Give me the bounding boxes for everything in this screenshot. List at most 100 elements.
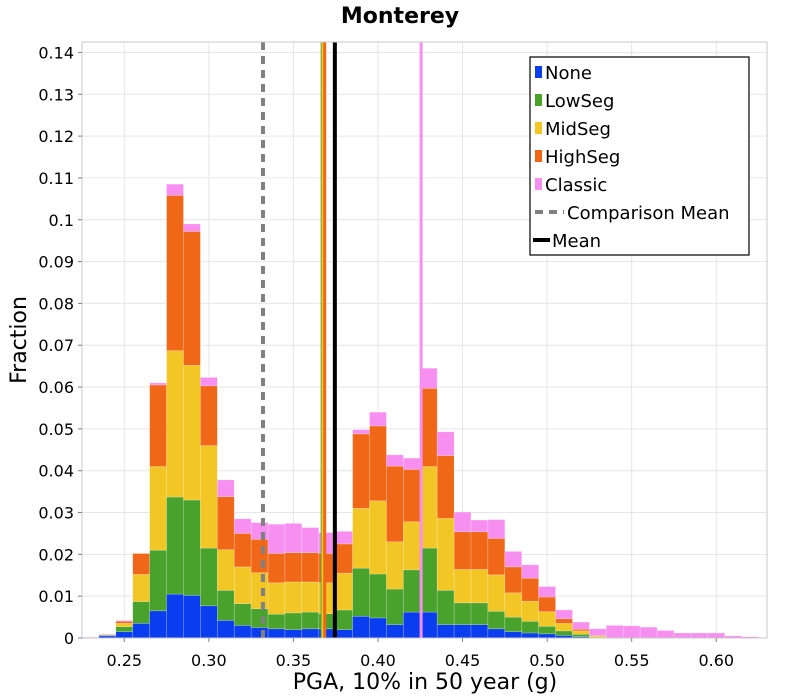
mean-lines <box>260 42 423 638</box>
bar-classic-32 <box>622 625 641 639</box>
bar-lowseg-2 <box>115 626 134 633</box>
bar-none-26 <box>521 632 539 639</box>
y-tick-label-11: 0.11 <box>38 169 74 188</box>
bar-midseg-17 <box>369 500 387 575</box>
bar-midseg-9 <box>233 566 252 605</box>
bar-midseg-7 <box>200 445 218 549</box>
y-tick-label-2: 0.02 <box>38 545 74 564</box>
y-tick-label-5: 0.05 <box>38 420 74 439</box>
bar-lowseg-5 <box>166 496 184 595</box>
bar-midseg-26 <box>521 600 539 622</box>
legend-label-highseg: HighSeg <box>545 147 620 168</box>
bar-lowseg-24 <box>487 610 506 630</box>
x-axis-label: PGA, 10% in 50 year (g) <box>293 670 557 695</box>
x-tick-label-5: 0.50 <box>529 651 565 670</box>
bar-classic-13 <box>301 527 320 553</box>
bar-highseg-11 <box>267 553 286 584</box>
bar-midseg-27 <box>538 611 556 627</box>
bar-classic-2 <box>115 620 134 622</box>
bar-midseg-29 <box>572 630 590 635</box>
bar-highseg-26 <box>521 577 539 602</box>
bar-midseg-10 <box>250 572 269 610</box>
bar-none-27 <box>538 633 556 639</box>
bar-lowseg-12 <box>284 612 303 630</box>
legend-label-comparison-mean: Comparison Mean <box>567 203 730 224</box>
bar-none-13 <box>301 628 320 639</box>
bar-highseg-15 <box>335 543 353 574</box>
bar-none-19 <box>403 611 421 639</box>
bar-classic-22 <box>453 511 472 533</box>
bar-none-5 <box>166 593 184 639</box>
bar-none-25 <box>504 631 523 639</box>
bar-midseg-11 <box>267 582 286 615</box>
bar-lowseg-8 <box>217 590 235 621</box>
bar-highseg-19 <box>403 469 421 523</box>
bar-highseg-2 <box>115 620 134 624</box>
bar-lowseg-15 <box>335 609 353 630</box>
y-tick-label-6: 0.06 <box>38 378 74 397</box>
bar-midseg-5 <box>166 350 184 498</box>
bar-lowseg-4 <box>149 549 167 612</box>
bar-classic-27 <box>538 586 556 598</box>
bar-classic-17 <box>369 411 387 427</box>
bar-none-22 <box>453 624 472 639</box>
bar-lowseg-16 <box>352 567 370 617</box>
bar-highseg-18 <box>386 465 404 543</box>
bar-none-24 <box>487 628 506 639</box>
y-tick-label-10: 0.1 <box>49 211 74 230</box>
bar-none-7 <box>200 605 218 639</box>
bar-none-20 <box>419 611 438 639</box>
bar-highseg-16 <box>352 433 370 509</box>
bar-highseg-17 <box>369 425 387 502</box>
bar-classic-35 <box>673 632 692 639</box>
bar-lowseg-13 <box>301 611 320 630</box>
x-tick-label-7: 0.60 <box>698 651 734 670</box>
legend-label-none: None <box>545 63 592 84</box>
bar-classic-37 <box>707 632 726 639</box>
bar-midseg-3 <box>132 574 150 602</box>
bar-classic-19 <box>403 457 421 470</box>
bar-midseg-21 <box>436 518 455 591</box>
bar-highseg-20 <box>419 388 438 467</box>
bar-classic-7 <box>200 377 218 387</box>
bar-lowseg-29 <box>572 633 590 638</box>
bar-highseg-9 <box>233 533 252 568</box>
bar-classic-8 <box>217 479 235 497</box>
bar-none-3 <box>132 623 150 639</box>
bar-midseg-18 <box>386 541 404 590</box>
y-tick-label-8: 0.08 <box>38 294 74 313</box>
legend-swatch-none <box>535 66 542 78</box>
bar-none-10 <box>250 627 269 639</box>
bar-none-23 <box>470 624 489 639</box>
bar-classic-30 <box>589 628 607 636</box>
x-tick-label-3: 0.40 <box>360 651 396 670</box>
legend-box <box>529 56 750 256</box>
bar-lowseg-18 <box>386 588 404 625</box>
bar-highseg-22 <box>453 531 472 570</box>
legend-label-mean: Mean <box>552 231 601 252</box>
y-tick-label-14: 0.14 <box>38 43 74 62</box>
bar-highseg-7 <box>200 385 218 446</box>
bar-classic-29 <box>572 621 590 630</box>
bar-highseg-13 <box>301 552 320 583</box>
bar-lowseg-3 <box>132 601 150 624</box>
bar-lowseg-19 <box>403 569 421 613</box>
bar-highseg-25 <box>504 566 523 594</box>
bar-lowseg-22 <box>453 602 472 625</box>
bar-classic-16 <box>352 429 370 435</box>
bar-classic-6 <box>183 223 201 232</box>
x-tick-label-1: 0.30 <box>191 651 227 670</box>
bar-lowseg-25 <box>504 616 523 633</box>
bar-classic-34 <box>656 630 675 639</box>
bar-highseg-21 <box>436 455 455 519</box>
bar-classic-9 <box>233 518 252 534</box>
bar-midseg-25 <box>504 592 523 618</box>
bar-lowseg-20 <box>419 547 438 613</box>
bar-none-11 <box>267 628 286 639</box>
bar-classic-10 <box>250 522 269 540</box>
y-tick-label-13: 0.13 <box>38 85 74 104</box>
legend-swatch-midseg <box>535 122 542 134</box>
bar-highseg-3 <box>132 553 150 575</box>
bar-midseg-24 <box>487 574 506 612</box>
